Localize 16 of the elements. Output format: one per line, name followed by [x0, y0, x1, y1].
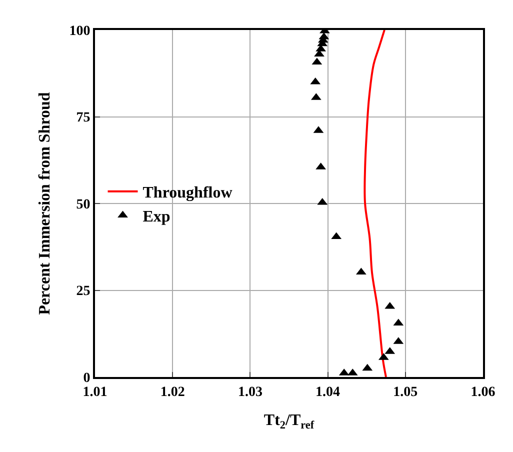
- legend-label: Throughflow: [142, 184, 233, 202]
- x-tick-label: 1.04: [316, 384, 340, 400]
- x-tick-label: 1.05: [393, 384, 418, 400]
- y-tick-label: 100: [69, 24, 90, 39]
- y-tick-label: 50: [76, 197, 90, 212]
- x-tick-label: 1.06: [470, 384, 496, 400]
- y-axis-title: Percent Immersion from Shroud: [36, 92, 54, 315]
- x-tick-label: 1.01: [82, 384, 108, 400]
- x-axis-title: Tt$_{2}$/T$_{ref}$: [264, 412, 314, 432]
- y-tick-label: 0: [83, 370, 90, 386]
- x-tick-label: 1.03: [238, 384, 262, 400]
- y-tick-label: 25: [76, 284, 90, 300]
- legend-label: Exp: [142, 208, 170, 226]
- x-tick-label: 1.02: [160, 384, 185, 400]
- y-tick-label: 75: [76, 110, 90, 126]
- point: [314, 50, 324, 57]
